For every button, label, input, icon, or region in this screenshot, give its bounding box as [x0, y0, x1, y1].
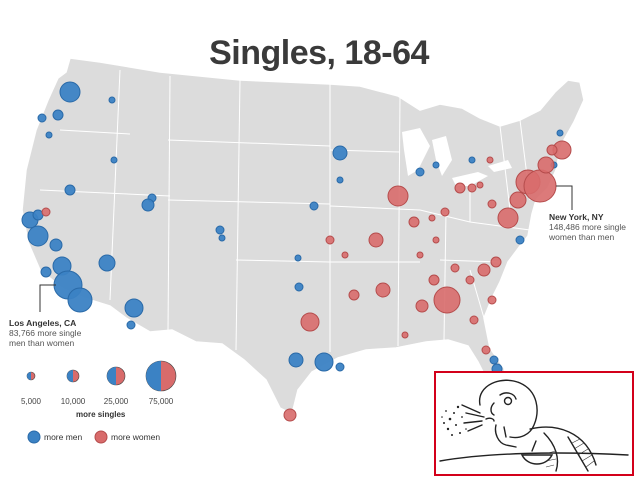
legend-women-label: more women [111, 432, 161, 442]
legend-size-5000: 5,000 [20, 397, 42, 406]
bubble-seattle [59, 81, 81, 103]
bubble-bubble [487, 199, 497, 209]
spitting-cereal-guy-icon [439, 379, 629, 472]
legend-size-10000: 10,000 [60, 397, 86, 406]
bubble-bubble [454, 182, 466, 194]
legend-men-swatch [27, 430, 41, 444]
bubble-bubble [556, 129, 564, 137]
la-callout-leader [39, 284, 56, 312]
bubble-bubble [490, 256, 502, 268]
bubble-bubble [450, 263, 460, 273]
bubble-bubble [476, 181, 484, 189]
bubble-bubble [110, 156, 118, 164]
bubble-bubble [309, 201, 319, 211]
bubble-bubble [515, 235, 525, 245]
bubble-bubble [300, 312, 320, 332]
bubble-bubble [433, 286, 461, 314]
bubble-bubble [332, 145, 348, 161]
bubble-nyc [523, 169, 557, 203]
bubble-bubble [341, 251, 349, 259]
bubbles-more-women [41, 140, 572, 422]
bubble-bubble [428, 274, 440, 286]
bubble-bubble [124, 298, 144, 318]
bubble-bubble [215, 225, 225, 235]
bubble-bubble [487, 295, 497, 305]
ny-callout-leader [556, 185, 573, 210]
bubble-bubble [283, 408, 297, 422]
bubble-bubble [45, 131, 53, 139]
bubble-bubble [294, 254, 302, 262]
bubble-bubble [375, 282, 391, 298]
state-borders [39, 69, 531, 352]
bubble-bubble [408, 216, 420, 228]
bubble-bubble [41, 207, 51, 217]
page-title: Singles, 18-64 [209, 34, 429, 72]
bubble-bubble [537, 156, 555, 174]
bubble-bubble [294, 282, 304, 292]
bubble-bubble [497, 207, 519, 229]
la-callout: Los Angeles, CA 83,766 more single men t… [9, 318, 82, 348]
bubble-bubble [489, 355, 499, 365]
bubble-bubble [415, 299, 429, 313]
bubble-bubble [368, 232, 384, 248]
meme-panel [434, 371, 634, 476]
bubbles-more-men [21, 81, 564, 375]
bubble-bubble [467, 183, 477, 193]
legend-women-swatch [94, 430, 108, 444]
bubble-bubble [64, 184, 76, 196]
bubble-bubble [108, 96, 116, 104]
bubble-bubble [428, 214, 436, 222]
bubble-bubble [37, 113, 47, 123]
bubble-bubble [288, 352, 304, 368]
bubble-bubble [40, 266, 52, 278]
bubble-bubble [325, 235, 335, 245]
bubble-bubble [98, 254, 116, 272]
bubble-bubble [387, 185, 409, 207]
bubble-bubble [415, 167, 425, 177]
bubble-bubble [465, 275, 475, 285]
bubble-bubble [416, 251, 424, 259]
bubble-bubble [126, 320, 136, 330]
bubble-bay [27, 225, 49, 247]
bubble-tacoma [52, 109, 64, 121]
bubble-bubble [32, 209, 44, 221]
bubble-bubble [218, 234, 226, 242]
bubble-bubble [348, 289, 360, 301]
bubble-bubble [440, 207, 450, 217]
legend-size-25000: 25,000 [103, 397, 129, 406]
map-bubbles [21, 81, 573, 422]
bubble-bubble [468, 156, 476, 164]
bubble-bubble [336, 176, 344, 184]
bubble-bubble [314, 352, 334, 372]
bubble-bubble [432, 236, 440, 244]
bubble-bubble [509, 191, 527, 209]
legend-size-75000: 75,000 [148, 397, 174, 406]
legend-men-label: more men [44, 432, 83, 442]
bubble-bubble [477, 263, 491, 277]
bubble-bubble [335, 362, 345, 372]
ny-callout: New York, NY 148,486 more single women t… [549, 212, 627, 242]
bubble-bubble [67, 287, 93, 313]
great-lakes-shape [402, 128, 512, 186]
legend-circles [26, 360, 177, 444]
bubble-bubble [49, 238, 63, 252]
legend-title: more singles [76, 410, 126, 419]
bubble-bubble [486, 156, 494, 164]
bubble-bubble [141, 198, 155, 212]
bubble-bubble [481, 345, 491, 355]
bubble-bubble [401, 331, 409, 339]
bubble-bubble [432, 161, 440, 169]
bubble-bubble [546, 144, 558, 156]
bubble-bubble [469, 315, 479, 325]
